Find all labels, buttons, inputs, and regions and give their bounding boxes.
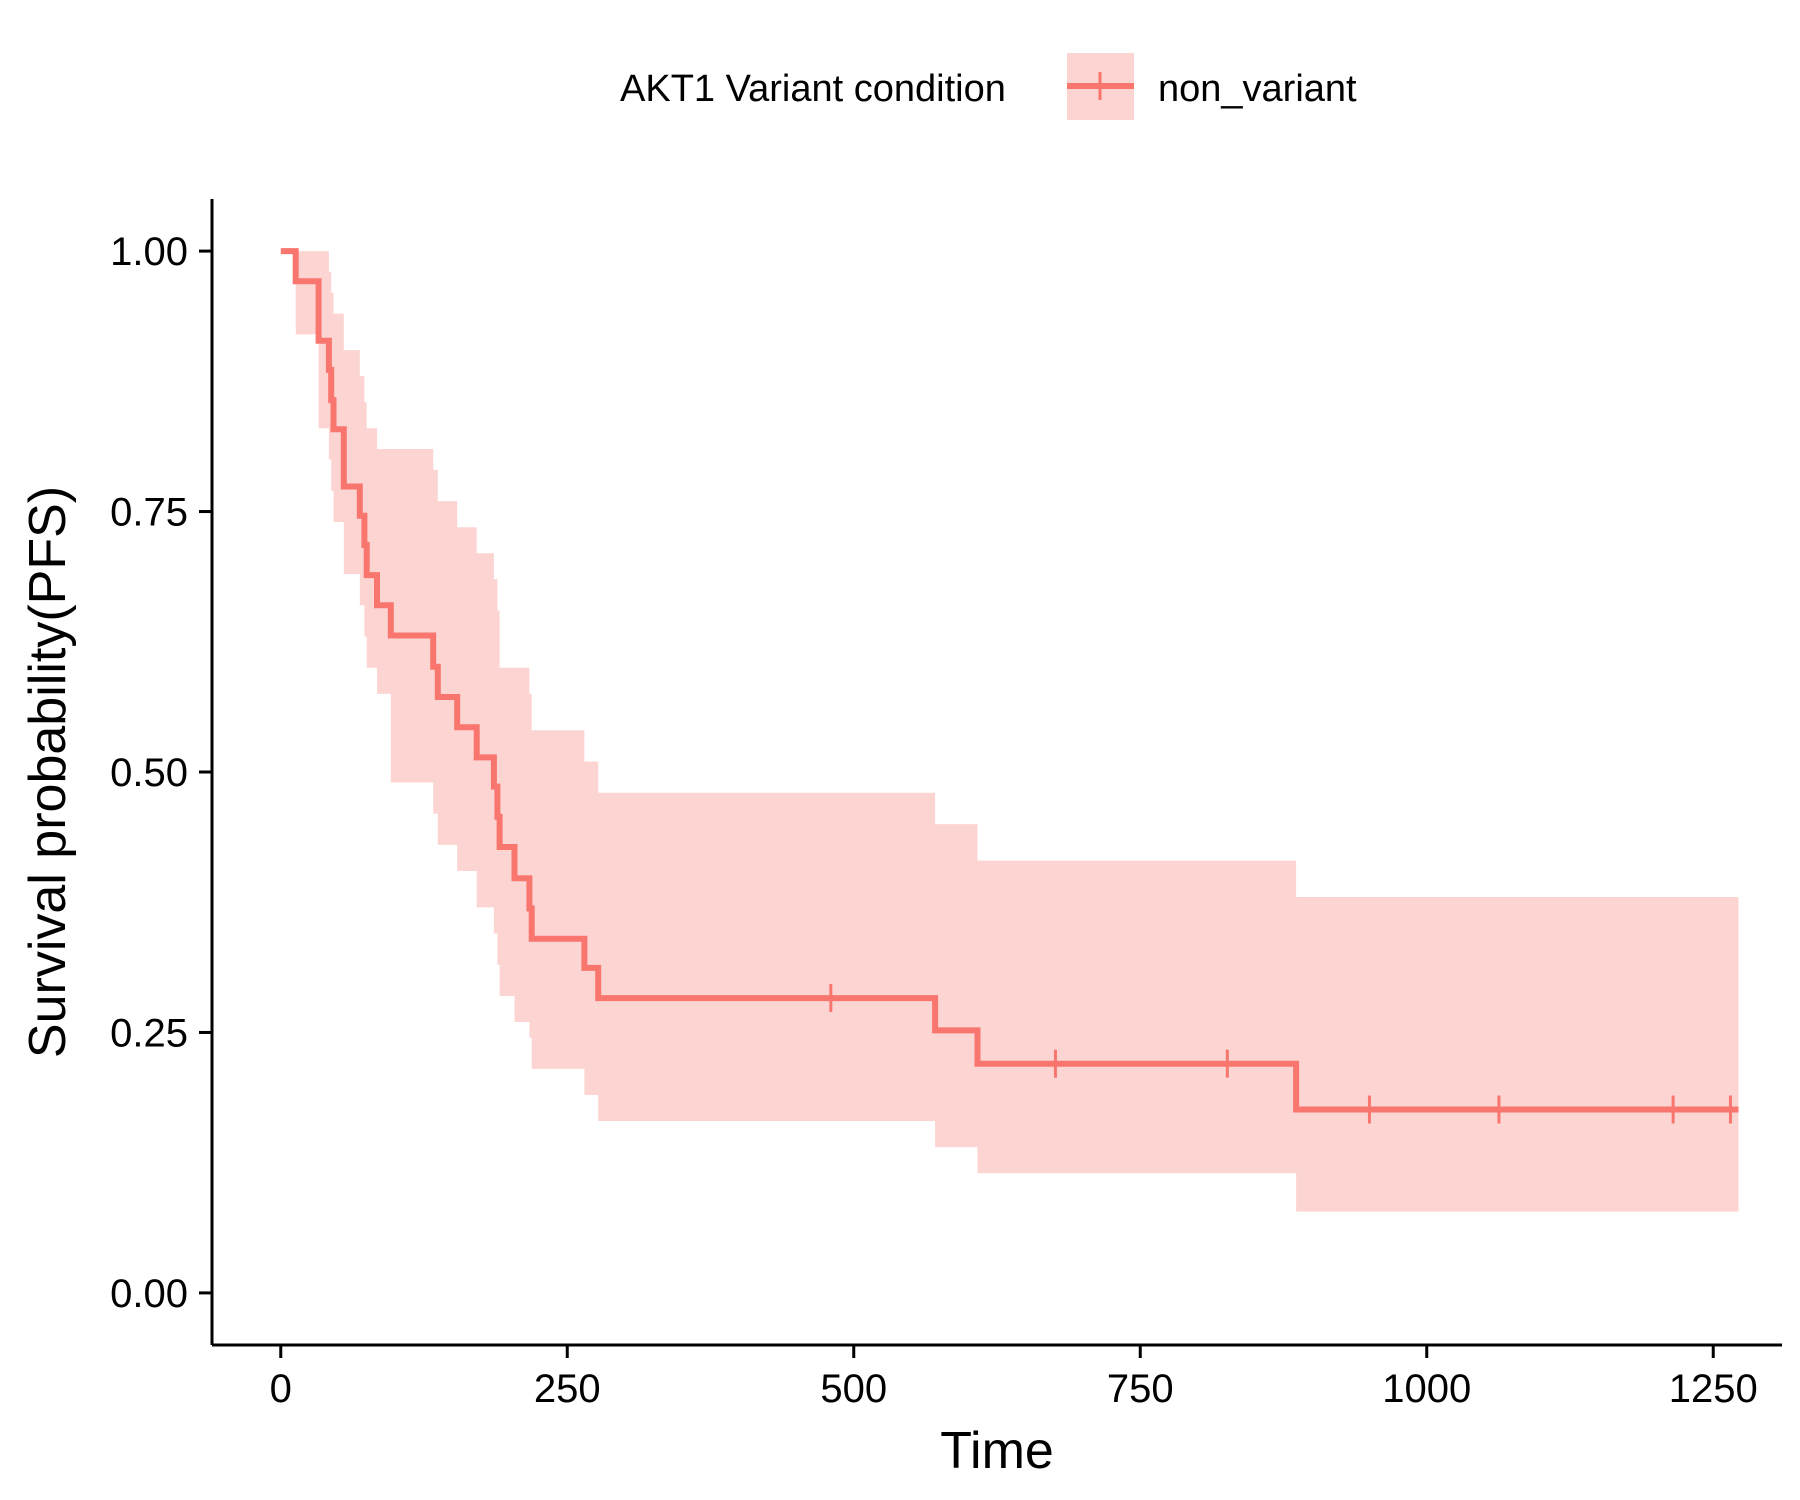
- survival-curve-non_variant: [280, 248, 1739, 1113]
- legend-entry-non-variant: non_variant: [1158, 68, 1357, 110]
- legend: AKT1 Variant condition non_variant: [620, 53, 1357, 120]
- x-tick-label: 1250: [1669, 1367, 1758, 1411]
- x-tick-label: 1000: [1382, 1367, 1471, 1411]
- survival-curve-layer: [280, 248, 1739, 1113]
- y-axis-ticks: 0.00 0.25 0.50 0.75 1.00: [110, 230, 212, 1316]
- y-tick-label: 0.25: [110, 1011, 188, 1055]
- y-tick-label: 1.00: [110, 230, 188, 274]
- y-tick-label: 0.50: [110, 751, 188, 795]
- x-axis-title: Time: [940, 1422, 1054, 1480]
- confidence-band-non_variant: [280, 251, 1739, 1212]
- y-tick-label: 0.00: [110, 1272, 188, 1316]
- x-tick-label: 0: [270, 1367, 292, 1411]
- confidence-band-layer: [280, 251, 1739, 1212]
- censor-marks-layer: [342, 439, 1732, 1124]
- x-tick-label: 500: [820, 1367, 887, 1411]
- y-axis-title: Survival probability(PFS): [19, 486, 77, 1058]
- legend-title: AKT1 Variant condition: [620, 68, 1006, 110]
- x-tick-label: 250: [534, 1367, 601, 1411]
- x-axis-ticks: 0 250 500 750 1000 1250: [270, 1345, 1758, 1411]
- y-tick-label: 0.75: [110, 491, 188, 535]
- x-tick-label: 750: [1107, 1367, 1174, 1411]
